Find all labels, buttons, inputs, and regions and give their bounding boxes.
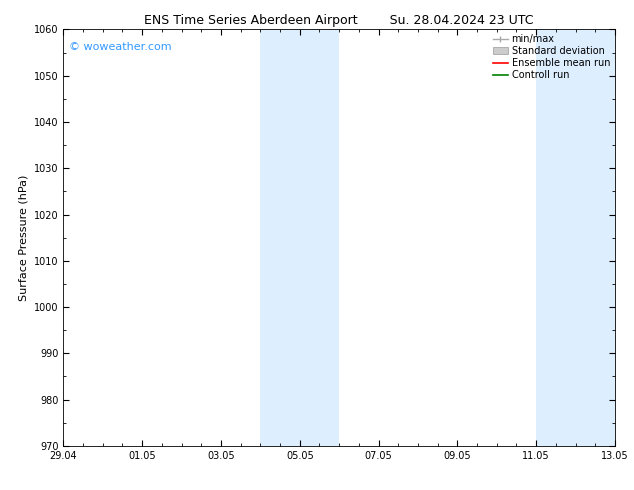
Bar	[261, 29, 339, 446]
Text: © woweather.com: © woweather.com	[69, 42, 172, 52]
Bar	[536, 29, 615, 446]
Title: ENS Time Series Aberdeen Airport        Su. 28.04.2024 23 UTC: ENS Time Series Aberdeen Airport Su. 28.…	[145, 14, 534, 27]
Legend: min/max, Standard deviation, Ensemble mean run, Controll run: min/max, Standard deviation, Ensemble me…	[491, 32, 612, 82]
Y-axis label: Surface Pressure (hPa): Surface Pressure (hPa)	[18, 174, 29, 301]
